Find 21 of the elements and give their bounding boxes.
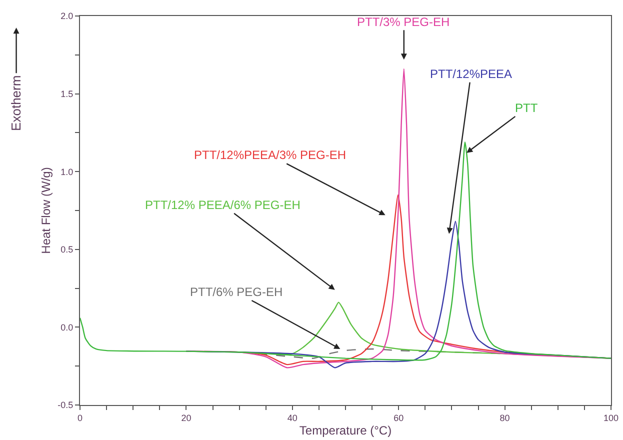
text: PTT/12%PEEA/3% PEG-EH	[194, 148, 346, 162]
x-tick-label: 80	[500, 412, 510, 423]
y-tick-label: 0.5	[60, 244, 74, 255]
y-tick-label: 0.0	[60, 322, 74, 332]
y-tick-label: 1.0	[60, 166, 74, 177]
x-axis-title: Temperature (°C)	[299, 424, 392, 438]
y-tick-label: 1.5	[60, 88, 74, 99]
x-tick-label: 20	[181, 412, 192, 423]
x-tick-label: 0	[77, 412, 83, 423]
text: PTT/3% PEG-EH	[357, 15, 450, 29]
text: PTT/6% PEG-EH	[190, 285, 283, 299]
text: PTT/12%PEEA	[430, 67, 512, 81]
y-axis-title: Heat Flow (W/g)	[38, 167, 53, 254]
x-tick-label: 40	[287, 412, 298, 423]
x-tick-label: 100	[603, 412, 619, 423]
x-tick-label: 60	[394, 412, 404, 423]
y-tick-label: 2.0	[60, 11, 74, 22]
y-tick-label: -0.5	[58, 400, 74, 410]
text: PTT	[515, 101, 538, 115]
text: PTT/12% PEEA/6% PEG-EH	[145, 198, 300, 212]
text: Exotherm	[8, 75, 24, 131]
